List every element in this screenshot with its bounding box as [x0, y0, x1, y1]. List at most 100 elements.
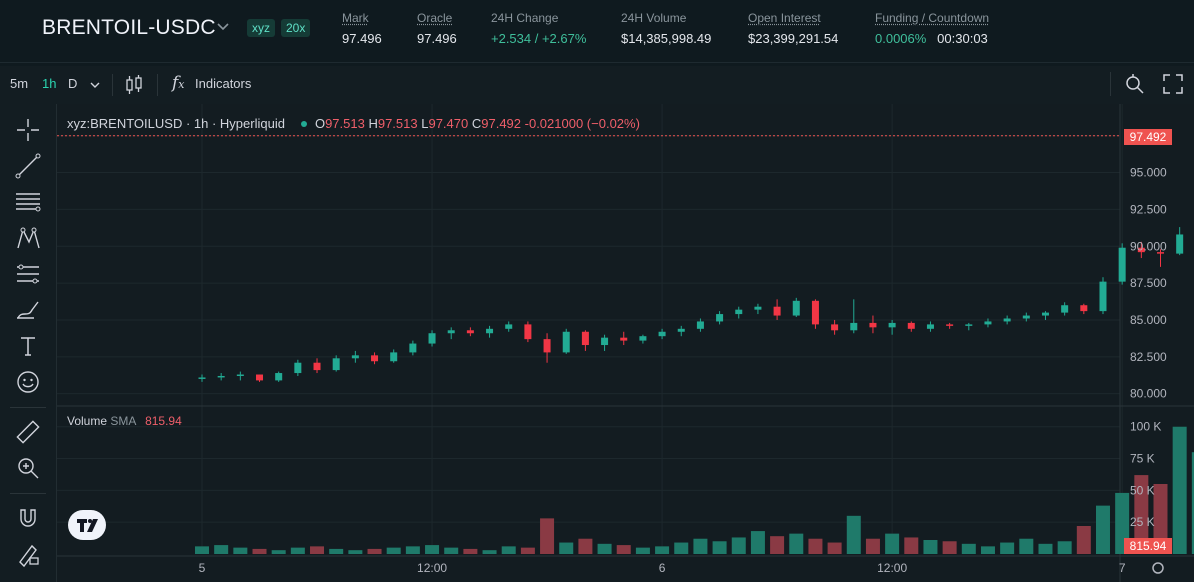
- stat-label: 24H Change: [491, 11, 559, 25]
- screenshot-icon[interactable]: [1122, 72, 1146, 96]
- candle-body: [581, 331, 589, 346]
- volume-tick-label: 25 K: [1130, 515, 1155, 529]
- volume-bar: [252, 548, 267, 554]
- last-price-badge: 97.492: [1124, 129, 1172, 145]
- text-icon[interactable]: [14, 332, 42, 360]
- forecast-icon[interactable]: [14, 260, 42, 288]
- volume-bar: [463, 548, 478, 554]
- volume-bar: [865, 538, 880, 554]
- stat-label[interactable]: Oracle: [417, 11, 453, 25]
- volume-bar: [195, 546, 209, 554]
- volume-bar: [290, 547, 305, 554]
- ruler-icon[interactable]: [14, 418, 42, 446]
- ohlc-legend: xyz:BRENTOILUSD · 1h · Hyperliquid O97.51…: [67, 116, 640, 131]
- emoji-icon[interactable]: [14, 368, 42, 396]
- lock-drawings-icon[interactable]: [14, 540, 42, 568]
- volume-bar: [348, 550, 363, 554]
- volume-bar: [674, 542, 689, 554]
- candle-body: [1003, 318, 1011, 322]
- candles-icon[interactable]: [124, 74, 144, 96]
- candle-body: [1099, 281, 1107, 312]
- price-tick-label: 95.000: [1130, 166, 1167, 180]
- stat-label[interactable]: Mark: [342, 11, 369, 25]
- candle-body: [466, 330, 474, 334]
- trend-line-icon[interactable]: [14, 152, 42, 180]
- volume-bar: [731, 537, 746, 554]
- volume-bar: [1191, 452, 1194, 554]
- zoom-in-icon[interactable]: [14, 454, 42, 482]
- stat-value: $14,385,998.49: [621, 31, 712, 46]
- indicators-button[interactable]: Indicators: [195, 76, 252, 91]
- price-tick-label: 82.500: [1130, 350, 1167, 364]
- magnet-icon[interactable]: [14, 504, 42, 532]
- brush-icon[interactable]: [14, 296, 42, 324]
- candle-body: [907, 322, 915, 329]
- candle-body: [236, 374, 244, 376]
- volume-bar: [1038, 543, 1053, 554]
- candle-body: [256, 374, 264, 381]
- candle-body: [1061, 305, 1069, 313]
- candle-body: [371, 355, 379, 362]
- pattern-icon[interactable]: [14, 224, 42, 252]
- volume-bar: [329, 548, 344, 554]
- chevron-down-icon[interactable]: [89, 79, 101, 91]
- chart-toolbar: 5m 1h D fx Indicators: [0, 66, 1194, 104]
- candle-body: [1041, 312, 1049, 316]
- volume-bar: [444, 547, 459, 554]
- stat-label[interactable]: Open Interest: [748, 11, 821, 25]
- candle-body: [888, 322, 896, 328]
- price-tick-label: 85.000: [1130, 313, 1167, 327]
- market-pair-selector[interactable]: BRENTOIL-USDC: [42, 16, 216, 39]
- volume-title: Volume: [67, 414, 108, 428]
- close-key: C: [471, 116, 482, 131]
- interval-d[interactable]: D: [68, 76, 78, 91]
- volume-legend: Volume SMA 815.94: [67, 414, 182, 428]
- fullscreen-icon[interactable]: [1161, 72, 1185, 96]
- fib-lines-icon[interactable]: [14, 188, 42, 216]
- volume-bar: [520, 547, 535, 554]
- high-key: H: [368, 116, 378, 131]
- volume-bar: [789, 533, 804, 554]
- candle-body: [735, 309, 743, 315]
- volume-tick-label: 75 K: [1130, 452, 1155, 466]
- volume-bar: [367, 548, 382, 554]
- crosshair-icon[interactable]: [14, 116, 42, 144]
- stat-open-interest: Open Interest $23,399,291.54: [748, 11, 838, 46]
- volume-bar: [923, 540, 938, 554]
- volume-bar: [1076, 526, 1091, 554]
- settings-icon[interactable]: [1152, 562, 1164, 574]
- interval-5m[interactable]: 5m: [10, 76, 29, 91]
- volume-bar: [616, 545, 631, 554]
- interval-1h[interactable]: 1h: [42, 76, 57, 91]
- candle-body: [1176, 234, 1184, 254]
- stat-value: $23,399,291.54: [748, 31, 839, 46]
- indicators-icon[interactable]: fx: [172, 73, 185, 93]
- volume-bar: [271, 550, 286, 554]
- low-key: L: [421, 116, 429, 131]
- candle-body: [428, 333, 436, 344]
- candle-body: [639, 336, 647, 341]
- time-tick-label: 7: [1119, 561, 1126, 575]
- candle-body: [658, 331, 666, 337]
- price-chart[interactable]: 97.50095.00092.50090.00087.50085.00082.5…: [57, 104, 1194, 582]
- volume-bar: [750, 531, 765, 554]
- candle-body: [198, 377, 206, 379]
- volume-bar: [425, 545, 440, 554]
- chart-area[interactable]: 97.50095.00092.50090.00087.50085.00082.5…: [57, 104, 1194, 582]
- time-tick-label: 6: [659, 561, 666, 575]
- stat-label[interactable]: Funding / Countdown: [875, 11, 990, 25]
- change-value: -0.021000 (−0.02%): [524, 116, 640, 131]
- close-value: 97.492: [481, 116, 522, 131]
- candle-body: [294, 362, 302, 374]
- tradingview-logo[interactable]: [68, 510, 106, 540]
- stat-value: 97.496: [342, 31, 382, 46]
- candle-body: [677, 328, 685, 332]
- candle-body: [773, 306, 781, 316]
- volume-tick-label: 50 K: [1130, 483, 1155, 497]
- volume-bar: [1134, 475, 1149, 554]
- chevron-down-icon[interactable]: [215, 18, 231, 34]
- leverage-tag: 20x: [281, 19, 311, 37]
- last-volume-badge: 815.94: [1124, 538, 1172, 554]
- candle-body: [1137, 247, 1145, 253]
- volume-bar: [846, 515, 861, 554]
